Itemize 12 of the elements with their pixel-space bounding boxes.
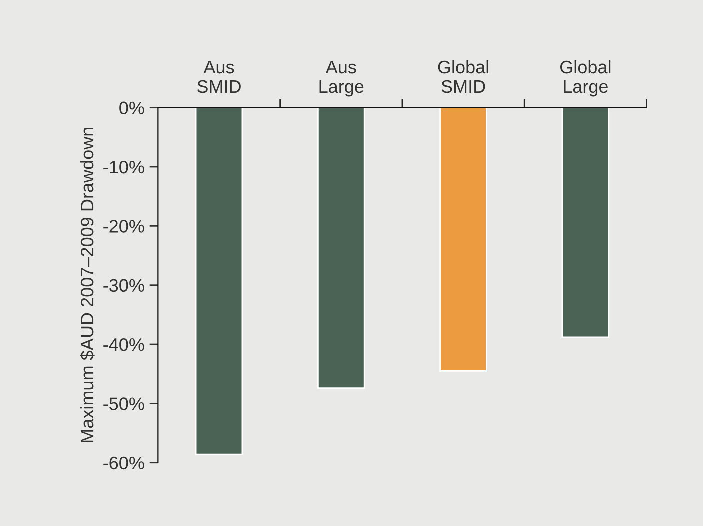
y-tick-label: -30% <box>104 279 144 292</box>
y-tick-label: -50% <box>104 398 144 410</box>
y-tick-label: 0% <box>120 102 144 115</box>
y-tick-label: -10% <box>104 160 144 174</box>
x-tick-label: Aus Large <box>320 61 364 97</box>
x-tick-label: Aus SMID <box>198 61 241 94</box>
y-tick-label: -40% <box>104 338 144 352</box>
x-tick-label: Global Large <box>560 60 611 97</box>
y-tick-label: -20% <box>104 220 144 233</box>
y-axis-title: Maximum $AUD 2007–2009 Drawdown <box>80 128 95 442</box>
x-tick-label: Global SMID <box>438 60 488 94</box>
y-tick-label: -60% <box>104 456 144 470</box>
